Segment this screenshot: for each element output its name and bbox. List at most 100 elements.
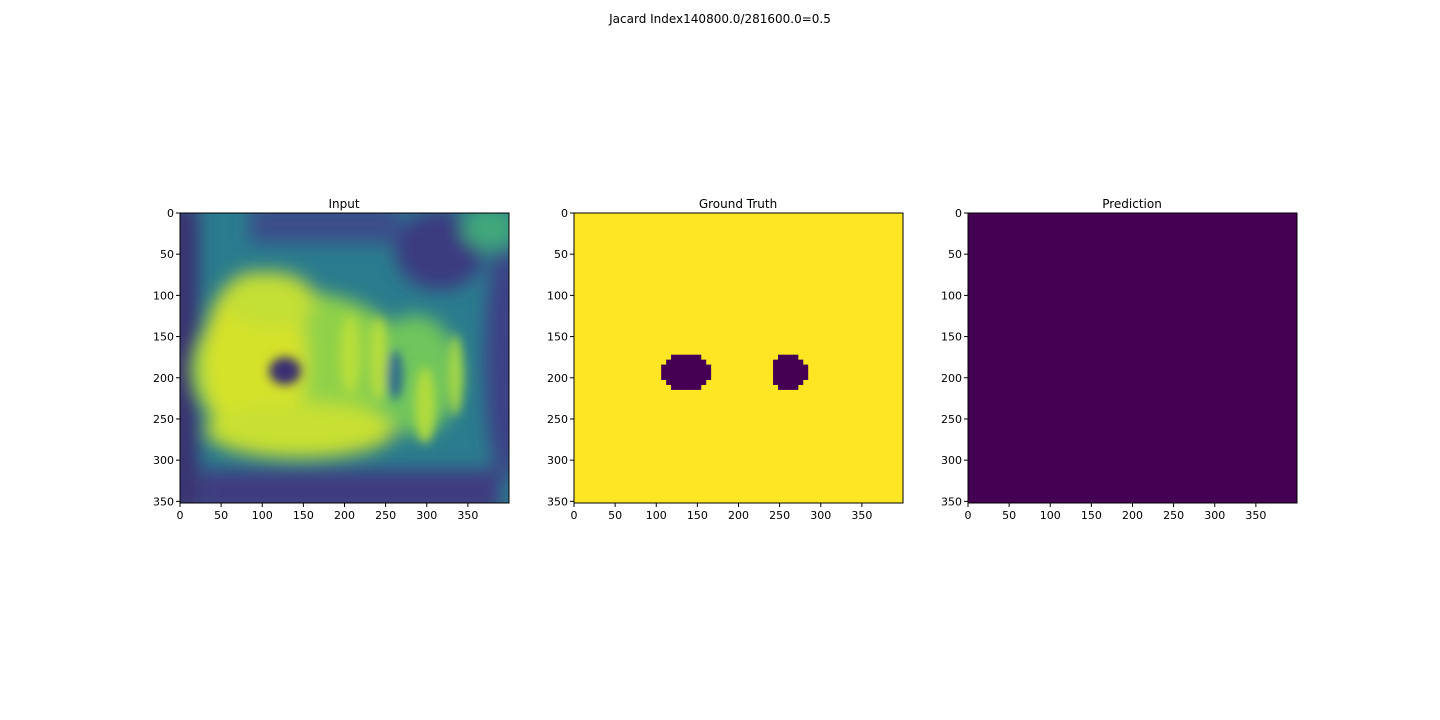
y-tick-label: 50 <box>554 248 568 261</box>
x-tick-label: 250 <box>1163 509 1184 522</box>
input-dark-streak <box>387 350 403 400</box>
y-tick-label: 200 <box>547 372 568 385</box>
y-tick-label: 50 <box>948 248 962 261</box>
gt-blob-cell <box>787 374 794 381</box>
input-streak-3 <box>415 367 435 443</box>
panel-title: Prediction <box>1102 197 1162 211</box>
gt-background <box>574 213 903 503</box>
gt-blob-cell <box>787 384 794 390</box>
x-tick-label: 100 <box>1040 509 1061 522</box>
y-tick-label: 350 <box>547 495 568 508</box>
gt-blob-cell <box>787 354 794 361</box>
y-tick-label: 150 <box>941 331 962 344</box>
gt-blob-cell <box>773 364 779 371</box>
gt-blob-cell <box>695 384 702 390</box>
y-tick-label: 300 <box>153 454 174 467</box>
y-tick-label: 350 <box>941 495 962 508</box>
gt-blob-cell <box>802 364 809 371</box>
y-tick-label: 250 <box>547 413 568 426</box>
x-tick-label: 50 <box>214 509 228 522</box>
y-tick-label: 100 <box>547 289 568 302</box>
gt-blob-cell <box>685 379 692 385</box>
x-tick-label: 250 <box>375 509 396 522</box>
y-tick-label: 250 <box>153 413 174 426</box>
gt-blob-cell <box>675 354 682 361</box>
y-tick-label: 50 <box>160 248 174 261</box>
gt-blob-cell <box>700 374 707 381</box>
gt-blob-cell <box>661 369 667 376</box>
gt-blob-cell <box>792 374 799 381</box>
gt-blob-cell <box>792 354 799 361</box>
gt-blob-cell <box>666 359 672 366</box>
gt-blob-cell <box>661 374 667 381</box>
panel-title: Ground Truth <box>699 197 777 211</box>
gt-blob-cell <box>695 374 702 381</box>
gt-blob-cell <box>666 379 672 385</box>
x-tick-label: 0 <box>177 509 184 522</box>
gt-blob-cell <box>797 379 804 385</box>
gt-blob-cell <box>705 369 712 376</box>
gt-blob-cell <box>671 354 677 361</box>
input-dark-top-band <box>250 213 400 243</box>
gt-blob-cell <box>777 384 784 390</box>
panel-title: Input <box>328 197 359 211</box>
gt-blobs <box>661 354 809 390</box>
panel-input: Input <box>153 197 510 522</box>
gt-blob-cell <box>700 379 707 385</box>
gt-blob-cell <box>666 374 672 381</box>
gt-blob-cell <box>690 354 697 361</box>
input-bright-upper <box>225 272 315 328</box>
x-tick-label: 150 <box>1081 509 1102 522</box>
gt-blob-cell <box>792 379 799 385</box>
gt-blob-cell <box>773 374 779 381</box>
gt-blob-cell <box>773 369 779 376</box>
gt-blob-cell <box>680 359 687 366</box>
gt-blob-cell <box>680 354 687 361</box>
y-tick-label: 0 <box>167 207 174 220</box>
gt-blob-cell <box>782 384 789 390</box>
gt-blob-cell <box>666 369 672 376</box>
gt-blob-cell <box>695 364 702 371</box>
gt-blob-cell <box>792 384 799 390</box>
gt-blob-cell <box>671 374 677 381</box>
x-tick-label: 350 <box>851 509 872 522</box>
gt-blob-cell <box>675 384 682 390</box>
gt-blob-cell <box>695 369 702 376</box>
gt-blob-cell <box>675 359 682 366</box>
panel-ground-truth: Ground Truth 0 50 100 150 200 250 300 350050100… <box>547 197 904 522</box>
gt-blob-cell <box>680 369 687 376</box>
gt-blob-cell <box>787 359 794 366</box>
y-tick-label: 0 <box>561 207 568 220</box>
input-streak-1 <box>340 315 360 395</box>
gt-blob-cell <box>690 359 697 366</box>
input-dark-left-strip <box>180 213 198 503</box>
gt-blob-cell <box>792 359 799 366</box>
y-tick-label: 300 <box>941 454 962 467</box>
input-image <box>180 213 509 503</box>
y-tick-label: 200 <box>941 372 962 385</box>
gt-blob-cell <box>782 359 789 366</box>
gt-blob-cell <box>685 384 692 390</box>
gt-blob-cell <box>695 379 702 385</box>
gt-blob-cell <box>782 364 789 371</box>
gt-blob-cell <box>675 364 682 371</box>
y-tick-label: 250 <box>941 413 962 426</box>
gt-blob-cell <box>690 374 697 381</box>
gt-blob-cell <box>695 354 702 361</box>
gt-blob-cell <box>782 374 789 381</box>
x-tick-label: 200 <box>334 509 355 522</box>
gt-blob-cell <box>797 374 804 381</box>
gt-blob-cell <box>675 374 682 381</box>
gt-blob-cell <box>680 379 687 385</box>
gt-blob-cell <box>680 374 687 381</box>
gt-blob-cell <box>802 374 809 381</box>
x-tick-label: 150 <box>293 509 314 522</box>
gt-blob-cell <box>671 369 677 376</box>
prediction-background <box>968 213 1297 503</box>
gt-blob-cell <box>792 364 799 371</box>
gt-blob-cell <box>777 364 784 371</box>
gt-blob-cell <box>671 379 677 385</box>
input-bright-lower <box>205 402 395 458</box>
gt-blob-cell <box>685 359 692 366</box>
